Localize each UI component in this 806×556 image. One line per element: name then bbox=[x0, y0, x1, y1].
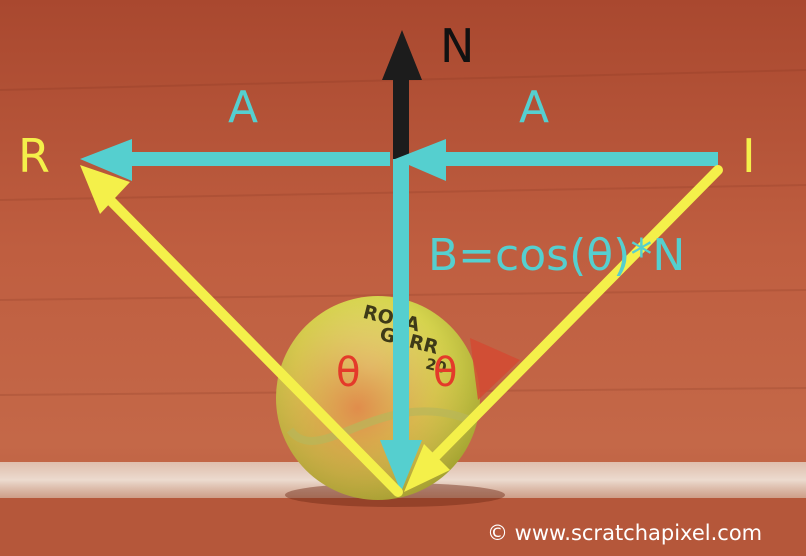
projection-vector-arrow bbox=[380, 159, 422, 492]
label-tangent-right: A bbox=[519, 82, 549, 133]
label-reflected: R bbox=[18, 129, 50, 183]
watermark: © www.scratchapixel.com bbox=[487, 521, 762, 545]
ball-print-line3: 20 bbox=[424, 355, 449, 378]
label-normal: N bbox=[440, 19, 474, 73]
label-angle-right: θ bbox=[433, 350, 457, 396]
label-projection: B=cos(θ)*N bbox=[428, 230, 685, 281]
tangent-vector-arrows bbox=[80, 139, 718, 181]
normal-vector-arrow bbox=[382, 30, 422, 160]
clay-foreground bbox=[0, 498, 806, 556]
label-tangent-left: A bbox=[228, 82, 258, 133]
reflected-vector bbox=[80, 165, 403, 497]
label-incident: I bbox=[742, 129, 756, 183]
label-angle-left: θ bbox=[336, 350, 360, 396]
incident-vector bbox=[404, 165, 723, 492]
